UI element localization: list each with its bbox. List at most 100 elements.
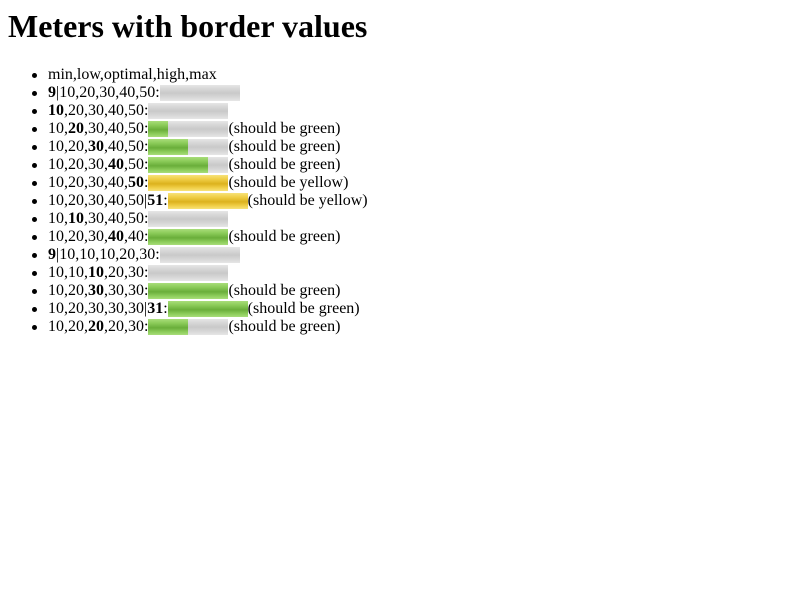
meter-values-text: |10,10,10,20,30: (56, 246, 160, 263)
meter-values-text: |10,20,30,40,50: (56, 84, 160, 101)
header-label: min,low,optimal,high,max (48, 66, 217, 83)
list-item: 10,20,30,30,30: (should be green) (8, 282, 368, 300)
meter-values-label: 10,10,10,20,30: (48, 264, 148, 282)
meter-values-text: 10,20,30, (48, 228, 108, 245)
meter-bar (148, 229, 229, 245)
meter-values-text: ,30,40,50: (84, 120, 149, 137)
meter-bar (148, 283, 229, 299)
meter-bar (148, 103, 229, 119)
meter-bar (167, 193, 248, 209)
meter-values-text: 10,20, (48, 282, 88, 299)
meter-fill (148, 121, 169, 137)
list-item: 10,20,30,40,50: (8, 102, 368, 120)
meter-bar (159, 85, 240, 101)
meter-values-text: ,30,30: (104, 282, 149, 299)
meter-value-bold: 10 (88, 264, 104, 281)
meter-bar (148, 265, 229, 281)
list-item: 10,20,30,40,50|51: (should be yellow) (8, 192, 368, 210)
meter-bar (148, 139, 229, 155)
list-item: 10,20,30,40,40: (should be green) (8, 228, 368, 246)
meter-values-text: ,20,30,40,50: (64, 102, 149, 119)
expected-color-note: (should be yellow) (247, 192, 368, 209)
meter-values-text: ,40: (124, 228, 149, 245)
meter-values-text: ,50: (124, 156, 149, 173)
meter-fill (167, 193, 248, 209)
meter-values-label: 9|10,20,30,40,50: (48, 84, 160, 102)
meter-values-text: ,20,30: (104, 318, 149, 335)
meter-bar (148, 319, 229, 335)
meter-values-text: 10,20,30,40, (48, 174, 128, 191)
meter-value-bold: 30 (88, 282, 104, 299)
meter-fill (148, 319, 189, 335)
meter-values-label: 9|10,10,10,20,30: (48, 246, 160, 264)
list-item: 10,20,20,20,30: (should be green) (8, 318, 368, 336)
list-item: 10,20,30,30,30|31: (should be green) (8, 300, 368, 318)
meter-value-bold: 31 (147, 300, 164, 317)
list-item: 10,10,30,40,50: (8, 210, 368, 228)
meter-values-text: : (163, 300, 168, 317)
expected-color-note: (should be green) (228, 318, 341, 335)
meter-values-label: 10,20,20,20,30: (48, 318, 148, 336)
meter-values-label: 10,10,30,40,50: (48, 210, 148, 228)
list-item: 10,10,10,20,30: (8, 264, 368, 282)
meter-values-label: 10,20,30,40,50: (48, 102, 148, 120)
meter-values-text: 10,20, (48, 318, 88, 335)
meter-values-label: 10,20,30,30,30: (48, 282, 148, 300)
meter-values-text: 10, (48, 210, 68, 227)
expected-color-note: (should be green) (228, 138, 341, 155)
expected-color-note: (should be green) (228, 156, 341, 173)
meter-values-label: 10,20,30,40,50|51: (48, 192, 168, 210)
meter-values-label: 10,20,30,40,50: (48, 174, 148, 192)
expected-color-note: (should be green) (228, 282, 341, 299)
meter-bar (148, 121, 229, 137)
page-title: Meters with border values (8, 8, 368, 44)
meter-values-text: : (163, 192, 168, 209)
meter-fill (167, 301, 248, 317)
meter-value-bold: 50 (128, 174, 144, 191)
meter-values-text: ,20,30: (104, 264, 149, 281)
meter-values-text: 10,20,30,30,30| (48, 300, 148, 317)
meter-values-text: ,30,40,50: (84, 210, 149, 227)
meter-value-bold: 20 (88, 318, 104, 335)
meter-values-label: 10,20,30,30,30|31: (48, 300, 168, 318)
list-item: 10,20,30,40,50: (should be green) (8, 138, 368, 156)
list-item: 9|10,10,10,20,30: (8, 246, 368, 264)
meter-value-bold: 20 (68, 120, 84, 137)
meter-value-bold: 9 (48, 84, 56, 101)
meter-bar (148, 211, 229, 227)
meter-value-bold: 9 (48, 246, 56, 263)
expected-color-note: (should be green) (228, 228, 341, 245)
meter-fill (148, 229, 229, 245)
meter-fill (148, 139, 189, 155)
expected-color-note: (should be yellow) (228, 174, 349, 191)
meter-value-bold: 10 (68, 210, 84, 227)
meter-value-bold: 40 (108, 156, 124, 173)
meter-value-bold: 40 (108, 228, 124, 245)
meter-fill (148, 283, 229, 299)
list-item: 10,20,30,40,50: (should be green) (8, 156, 368, 174)
list-item-header: min,low,optimal,high,max (8, 66, 368, 84)
meter-value-bold: 51 (147, 192, 164, 209)
meter-bar (148, 157, 229, 173)
expected-color-note: (should be green) (228, 120, 341, 137)
meter-list: min,low,optimal,high,max 9|10,20,30,40,5… (8, 66, 368, 336)
meter-values-text: 10, (48, 120, 68, 137)
meter-values-text: : (144, 174, 149, 191)
meter-values-text: 10,20, (48, 138, 88, 155)
meter-values-label: 10,20,30,40,50: (48, 138, 148, 156)
meter-fill (148, 157, 209, 173)
meter-fill (148, 175, 229, 191)
meter-bar (148, 175, 229, 191)
meter-values-text: 10,20,30,40,50| (48, 192, 148, 209)
meter-values-text: 10,20,30, (48, 156, 108, 173)
meter-bar (159, 247, 240, 263)
list-item: 10,20,30,40,50: (should be green) (8, 120, 368, 138)
meter-values-label: 10,20,30,40,50: (48, 120, 148, 138)
list-item: 9|10,20,30,40,50: (8, 84, 368, 102)
meter-bar (167, 301, 248, 317)
list-item: 10,20,30,40,50: (should be yellow) (8, 174, 368, 192)
meter-values-text: ,40,50: (104, 138, 149, 155)
meter-values-text: 10,10, (48, 264, 88, 281)
expected-color-note: (should be green) (247, 300, 360, 317)
